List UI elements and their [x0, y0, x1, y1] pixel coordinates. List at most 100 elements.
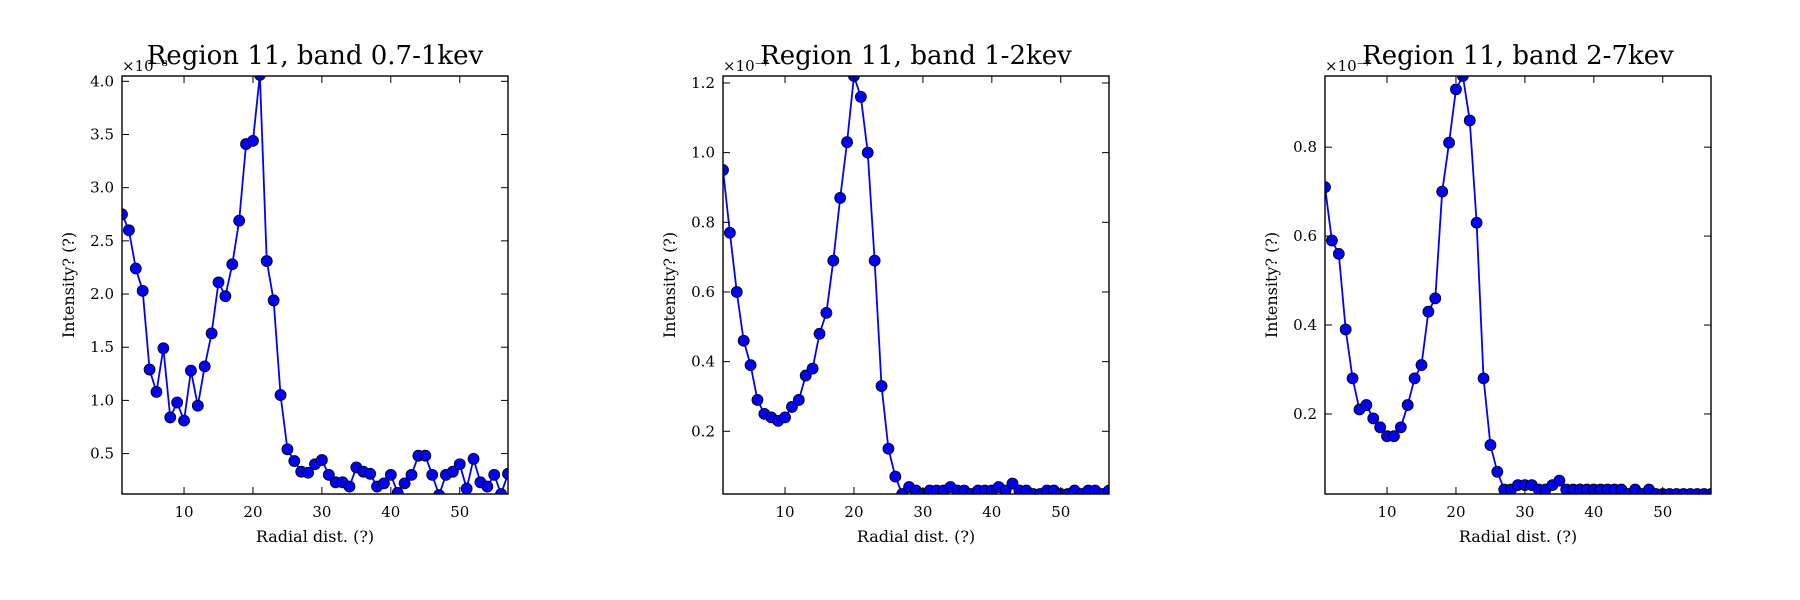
x-axis-label: Radial dist. (?) — [256, 527, 374, 546]
x-tick-label: 50 — [1653, 503, 1672, 521]
data-point — [1491, 465, 1504, 478]
y-tick-label: 2.0 — [90, 285, 114, 303]
chart-title: Region 11, band 0.7-1kev — [147, 41, 484, 71]
x-tick-label: 30 — [913, 503, 932, 521]
data-point — [889, 470, 902, 483]
y-axis-label: Intensity? (?) — [1262, 232, 1281, 338]
data-point — [1360, 399, 1373, 411]
data-point — [433, 489, 445, 494]
data-point — [744, 359, 757, 372]
data-point — [343, 480, 356, 493]
data-point — [861, 146, 874, 159]
data-point — [185, 364, 197, 377]
data-point — [122, 224, 135, 237]
data-point — [1006, 477, 1019, 490]
data-point — [267, 294, 280, 307]
data-point — [398, 477, 411, 490]
y-tick-label: 0.6 — [1293, 227, 1317, 245]
y-tick-label: 1.0 — [691, 144, 715, 162]
plot-area — [1325, 76, 1711, 494]
plot-area — [122, 76, 508, 494]
data-point — [1553, 474, 1566, 487]
data-point — [502, 467, 508, 480]
chart-title: Region 11, band 2-7kev — [1362, 41, 1674, 71]
x-tick-label: 20 — [844, 503, 863, 521]
series-line — [723, 76, 1109, 494]
x-tick-label: 10 — [775, 503, 794, 521]
x-tick-label: 50 — [450, 503, 469, 521]
x-tick-label: 40 — [381, 503, 400, 521]
data-point — [260, 255, 273, 267]
y-tick-label: 1.5 — [90, 338, 114, 356]
data-point — [467, 453, 480, 465]
chart-title: Region 11, band 1-2kev — [760, 41, 1072, 71]
y-tick-label: 0.8 — [691, 213, 715, 231]
data-point — [1422, 305, 1435, 318]
x-axis-label: Radial dist. (?) — [1459, 527, 1577, 546]
data-point — [164, 411, 177, 424]
data-point — [136, 284, 149, 297]
data-point — [834, 192, 847, 204]
data-point — [1394, 421, 1407, 434]
data-point — [786, 401, 798, 413]
data-point — [1339, 323, 1352, 336]
axes-frame — [722, 75, 1110, 495]
data-point — [868, 254, 881, 267]
x-tick-label: 40 — [1584, 503, 1603, 521]
data-point — [827, 254, 840, 267]
data-point — [391, 487, 404, 494]
data-point — [1450, 83, 1462, 96]
data-point — [1415, 359, 1428, 371]
data-point — [1484, 439, 1497, 451]
data-point — [378, 477, 390, 490]
data-point — [813, 327, 826, 340]
data-point — [751, 394, 764, 406]
data-point — [233, 214, 246, 227]
data-point — [426, 468, 439, 481]
y-tick-label: 0.4 — [691, 353, 715, 371]
data-point — [1346, 372, 1359, 385]
y-tick-label: 0.6 — [691, 283, 715, 301]
data-point — [737, 334, 750, 347]
data-point — [1443, 136, 1455, 149]
data-point — [723, 226, 736, 239]
data-point — [419, 449, 432, 462]
data-point — [191, 399, 204, 412]
data-point — [1477, 372, 1490, 385]
data-point — [723, 164, 729, 176]
data-point — [1705, 488, 1711, 494]
data-point — [122, 208, 128, 221]
data-point — [841, 136, 853, 149]
data-point — [779, 411, 791, 424]
data-point — [806, 362, 819, 375]
data-point — [129, 262, 142, 275]
data-point — [820, 306, 833, 319]
data-point — [854, 91, 867, 103]
data-point — [143, 363, 156, 376]
data-point — [150, 385, 163, 398]
data-point — [1388, 430, 1400, 443]
data-point — [453, 458, 466, 471]
data-point — [1408, 372, 1421, 385]
y-axis-label: Intensity? (?) — [59, 232, 78, 338]
y-tick-label: 4.0 — [90, 72, 114, 90]
data-point — [446, 465, 459, 478]
data-point — [730, 286, 743, 298]
y-tick-label: 0.8 — [1293, 138, 1317, 156]
y-tick-label: 0.5 — [90, 445, 114, 463]
data-point — [1374, 421, 1387, 434]
y-tick-label: 0.4 — [1293, 316, 1317, 334]
data-point — [1401, 399, 1414, 411]
data-point — [875, 380, 888, 392]
chart-panel-2: 10 20 30 40 50 0.2 0.4 0.6 0.8 1.0 1.2 ×10⁻⁷Region … — [660, 41, 1110, 546]
data-point — [364, 467, 377, 480]
data-point — [1470, 216, 1483, 229]
x-tick-label: 20 — [1446, 503, 1465, 521]
x-tick-label: 10 — [1377, 503, 1396, 521]
data-point — [288, 455, 301, 467]
data-point — [792, 394, 805, 406]
x-tick-label: 30 — [312, 503, 331, 521]
data-point — [1456, 76, 1469, 82]
y-tick-label: 0.2 — [1293, 405, 1317, 423]
data-point — [481, 480, 494, 493]
